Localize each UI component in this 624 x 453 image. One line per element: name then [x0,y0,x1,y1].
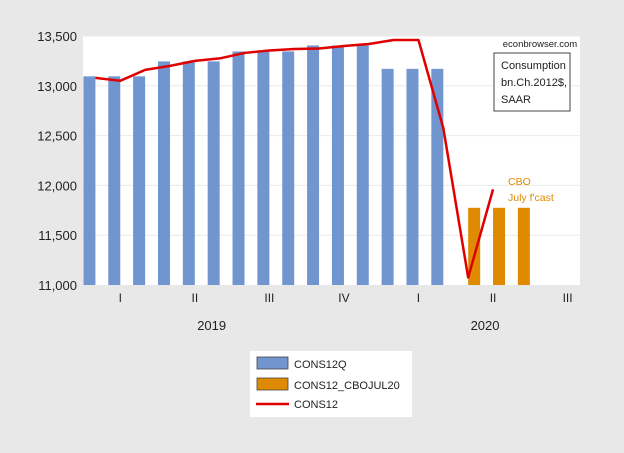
x-year-label: 2019 [197,318,226,333]
x-quarter-label: III [563,291,573,305]
x-quarter-label: IV [338,291,349,305]
forecast-note-1: CBO [508,176,531,188]
legend-label-cons12q: CONS12Q [294,359,347,371]
x-year-label: 2020 [471,318,500,333]
bar-cons12q [158,61,170,285]
bar-cons12q [282,51,294,285]
units-line-1: Consumption [501,60,566,72]
legend-label-cbo: CONS12_CBOJUL20 [294,380,400,392]
source-label: econbrowser.com [503,39,578,50]
bar-cons12q [431,69,443,285]
y-tick-label: 12,000 [37,178,77,193]
legend-label-cons12: CONS12 [294,399,338,411]
y-tick-label: 11,000 [38,278,77,293]
bar-cons12q [382,69,394,285]
x-quarter-label: II [490,291,497,305]
bar-cons12q [307,45,319,285]
y-tick-label: 12,500 [37,129,77,144]
bar-cons12q [83,76,95,285]
legend-swatch-cbo [257,378,288,390]
bar-cons12_cbojul20 [518,208,530,285]
units-line-3: SAAR [501,94,531,106]
legend-swatch-cons12q [257,357,288,369]
bar-cons12q [332,45,344,285]
y-tick-label: 13,500 [37,29,77,44]
bar-cons12_cbojul20 [493,208,505,285]
bar-cons12q [406,69,418,285]
x-quarter-label: II [191,291,198,305]
bar-cons12q [133,76,145,285]
y-tick-label: 11,500 [38,228,77,243]
bar-cons12q [108,76,120,285]
bar-cons12q [357,45,369,285]
x-quarter-label: I [119,291,122,305]
x-quarter-label: I [417,291,420,305]
bar-cons12q [257,51,269,285]
bar-cons12q [233,51,245,285]
bar-cons12q [208,61,220,285]
y-tick-label: 13,000 [37,79,77,94]
legend: CONS12Q CONS12_CBOJUL20 CONS12 [250,351,412,417]
bar-cons12q [183,61,195,285]
forecast-note-2: July f'cast [508,192,554,204]
x-quarter-label: III [264,291,274,305]
units-line-2: bn.Ch.2012$, [501,77,567,89]
